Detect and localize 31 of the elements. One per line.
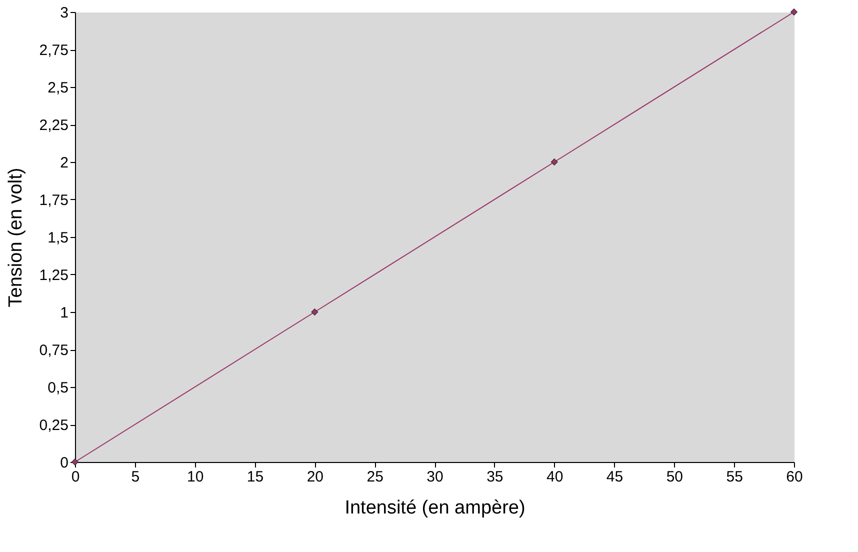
x-tick-label: 10 xyxy=(186,468,204,486)
x-tick-label: 45 xyxy=(606,468,624,486)
y-tick-label: 1,75 xyxy=(39,192,68,209)
y-tick-label: 2,5 xyxy=(48,80,68,96)
x-tick-label: 5 xyxy=(131,468,140,486)
x-axis-title: Intensité (en ampère) xyxy=(344,498,526,518)
y-tick-label: 2,75 xyxy=(39,42,68,59)
x-tick-label: 60 xyxy=(786,468,803,486)
x-tick-label: 50 xyxy=(666,468,684,486)
y-tick-label: 1,5 xyxy=(48,230,68,246)
y-tick-label: 0,5 xyxy=(48,380,68,396)
x-tick-label: 55 xyxy=(726,468,743,486)
point xyxy=(550,158,558,166)
x-tick-label: 35 xyxy=(486,468,504,486)
y-tick-label: 0 xyxy=(60,454,68,472)
x-tick-label: 30 xyxy=(426,468,444,486)
x-tick-label: 0 xyxy=(71,468,80,486)
y-tick-label: 0,75 xyxy=(39,342,68,359)
y-tick-label: 2,25 xyxy=(39,117,68,134)
point xyxy=(311,308,318,316)
y-tick-label: 1,25 xyxy=(39,267,68,284)
y-tick-label: 2 xyxy=(60,154,68,172)
point xyxy=(790,8,798,16)
x-tick-label: 15 xyxy=(246,468,264,486)
y-axis-title: Tension (en volt) xyxy=(5,168,26,308)
y-tick-label: 1 xyxy=(60,304,68,322)
y-tick-label: 3 xyxy=(60,4,68,22)
x-tick-label: 20 xyxy=(306,468,324,486)
y-tick-label: 0,25 xyxy=(39,417,68,434)
x-tick-label: 25 xyxy=(366,468,384,486)
x-tick-label: 40 xyxy=(546,468,564,486)
